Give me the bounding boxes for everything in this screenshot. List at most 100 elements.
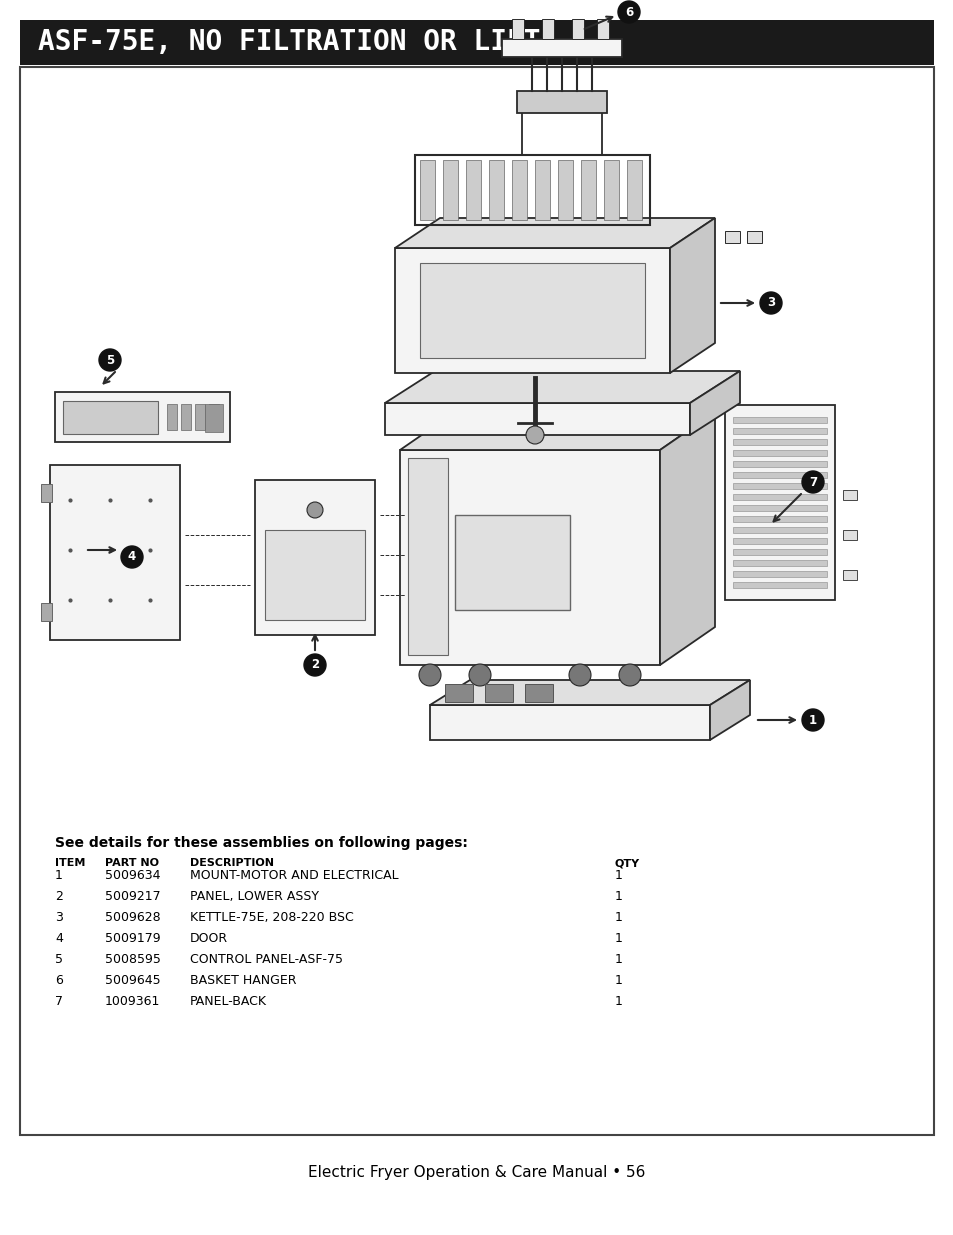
Text: 1: 1 — [615, 932, 622, 945]
Circle shape — [760, 291, 781, 314]
Bar — [732, 461, 826, 467]
Bar — [501, 40, 621, 57]
Circle shape — [568, 664, 590, 685]
Text: 1009361: 1009361 — [105, 995, 160, 1008]
Text: BASKET HANGER: BASKET HANGER — [190, 974, 296, 987]
Bar — [732, 559, 826, 566]
Bar — [517, 91, 606, 112]
Bar — [419, 263, 644, 358]
Text: 1: 1 — [615, 995, 622, 1008]
Bar — [181, 404, 191, 430]
Text: 1: 1 — [808, 714, 816, 726]
Text: 1: 1 — [615, 911, 622, 924]
Text: PANEL-BACK: PANEL-BACK — [190, 995, 267, 1008]
Bar — [746, 231, 761, 243]
Text: 1: 1 — [615, 869, 622, 882]
Bar — [524, 684, 553, 701]
Bar — [597, 19, 608, 40]
Text: DESCRIPTION: DESCRIPTION — [190, 858, 274, 868]
Bar — [385, 403, 689, 435]
Bar — [395, 248, 669, 373]
Bar — [732, 527, 826, 534]
Bar — [732, 494, 826, 500]
Circle shape — [307, 501, 323, 517]
Text: 2: 2 — [55, 890, 63, 903]
Text: 1: 1 — [615, 890, 622, 903]
Text: CONTROL PANEL-ASF-75: CONTROL PANEL-ASF-75 — [190, 953, 343, 966]
Bar — [415, 156, 649, 225]
Polygon shape — [395, 219, 714, 248]
Text: MOUNT-MOTOR AND ELECTRICAL: MOUNT-MOTOR AND ELECTRICAL — [190, 869, 398, 882]
Circle shape — [121, 546, 143, 568]
Bar — [732, 505, 826, 511]
Polygon shape — [385, 370, 740, 403]
Text: See details for these assemblies on following pages:: See details for these assemblies on foll… — [55, 836, 467, 850]
Bar — [603, 161, 618, 220]
Circle shape — [618, 664, 640, 685]
Text: 4: 4 — [55, 932, 63, 945]
Bar — [626, 161, 641, 220]
Bar — [732, 472, 826, 478]
Bar — [732, 582, 826, 588]
Bar — [209, 404, 219, 430]
Text: PART NO: PART NO — [105, 858, 159, 868]
Bar — [732, 450, 826, 456]
Bar — [535, 161, 550, 220]
Bar — [55, 391, 230, 442]
Text: 3: 3 — [766, 296, 774, 310]
Bar — [408, 458, 448, 655]
Bar — [205, 404, 223, 432]
Circle shape — [418, 664, 440, 685]
Polygon shape — [659, 412, 714, 664]
Text: QTY: QTY — [615, 858, 639, 868]
Bar — [20, 20, 933, 65]
Bar — [465, 161, 480, 220]
Text: 5009628: 5009628 — [105, 911, 160, 924]
Bar — [732, 516, 826, 522]
Text: 1: 1 — [615, 953, 622, 966]
Text: DOOR: DOOR — [190, 932, 228, 945]
Circle shape — [801, 471, 823, 493]
Text: ITEM: ITEM — [55, 858, 85, 868]
Polygon shape — [689, 370, 740, 435]
Bar — [41, 484, 52, 501]
Text: 6: 6 — [55, 974, 63, 987]
Bar — [732, 571, 826, 577]
Text: 5009645: 5009645 — [105, 974, 160, 987]
Bar — [541, 19, 554, 40]
Text: Electric Fryer Operation & Care Manual • 56: Electric Fryer Operation & Care Manual •… — [308, 1165, 645, 1179]
Polygon shape — [430, 680, 749, 705]
Bar — [724, 405, 834, 600]
Circle shape — [469, 664, 491, 685]
Bar — [430, 705, 709, 740]
Bar — [194, 404, 205, 430]
Bar — [455, 515, 569, 610]
Bar — [20, 67, 933, 1135]
Text: 7: 7 — [55, 995, 63, 1008]
Text: ASF-75E, NO FILTRATION OR LIFTS: ASF-75E, NO FILTRATION OR LIFTS — [38, 28, 557, 57]
Circle shape — [99, 350, 121, 370]
Circle shape — [304, 655, 326, 676]
Bar — [50, 466, 180, 640]
Bar — [484, 684, 513, 701]
Bar — [732, 538, 826, 543]
Polygon shape — [669, 219, 714, 373]
Bar — [558, 161, 573, 220]
Circle shape — [525, 426, 543, 445]
Bar — [724, 231, 740, 243]
Text: 1: 1 — [55, 869, 63, 882]
Bar — [41, 603, 52, 621]
Text: PANEL, LOWER ASSY: PANEL, LOWER ASSY — [190, 890, 318, 903]
Circle shape — [618, 1, 639, 23]
Bar — [732, 429, 826, 433]
Bar — [419, 161, 435, 220]
Bar — [63, 401, 158, 433]
Text: 2: 2 — [311, 658, 318, 672]
Circle shape — [801, 709, 823, 731]
Text: 6: 6 — [624, 5, 633, 19]
Polygon shape — [709, 680, 749, 740]
Bar — [732, 483, 826, 489]
Bar — [512, 19, 523, 40]
Text: 7: 7 — [808, 475, 816, 489]
Bar — [580, 161, 596, 220]
